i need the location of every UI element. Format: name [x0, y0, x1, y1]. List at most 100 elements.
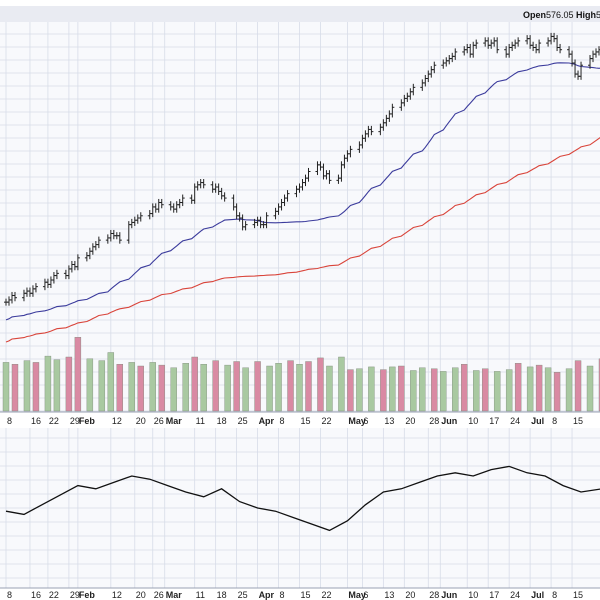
volume-bar [419, 367, 426, 412]
ohlc-bar [579, 61, 584, 80]
volume-bar [380, 369, 387, 412]
volume-bar [254, 361, 261, 412]
volume-bar [107, 352, 115, 412]
x-tick-label: 22 [321, 590, 331, 600]
price-panel [0, 22, 600, 412]
volume-bar [32, 362, 40, 412]
ohlc-bars [4, 32, 600, 306]
volume-bar [440, 371, 447, 412]
ohlc-bar [327, 170, 332, 184]
x-tick-label: 8 [7, 590, 12, 600]
x-tick-label: Feb [79, 416, 96, 426]
x-tick-label: 8 [7, 416, 12, 426]
volume-bar [338, 356, 345, 412]
volume-bar [535, 364, 543, 412]
ohlc-bar [117, 232, 122, 244]
ohlc-bar [75, 254, 80, 271]
volume-bar [98, 360, 106, 412]
volume-bar [242, 367, 249, 412]
volume-bar [493, 371, 501, 412]
x-tick-label: 24 [510, 590, 520, 600]
x-tick-label: 15 [573, 416, 583, 426]
ohlc-bar [474, 39, 479, 49]
volume-bar [128, 362, 135, 412]
ohlc-bar [222, 192, 227, 202]
moving-average-fast [5, 62, 600, 321]
volume-bar [182, 363, 189, 412]
volume-bar [137, 365, 144, 412]
x-tick-label: Jun [441, 416, 457, 426]
x-tick-label: 28 [429, 590, 439, 600]
ohlc-bar [411, 83, 416, 96]
ohlc-bar [306, 167, 311, 182]
volume-bar [266, 365, 273, 412]
x-tick-label: 29 [70, 590, 80, 600]
volume-bar [481, 368, 489, 412]
ohlc-bar [390, 103, 395, 118]
volume-bar [526, 366, 534, 412]
volume-bar [586, 365, 594, 412]
volume-bar [224, 364, 231, 412]
ohlc-bar [495, 37, 500, 54]
x-tick-label: 26 [154, 416, 164, 426]
ohlc-bar [453, 48, 458, 60]
x-tick-label: 20 [136, 590, 146, 600]
x-tick-label: 28 [429, 416, 439, 426]
x-tick-label: 17 [489, 590, 499, 600]
volume-bar [296, 364, 303, 412]
x-tick-label: Feb [79, 590, 96, 600]
ohlc-bar [12, 291, 17, 302]
x-tick-label: 12 [112, 416, 122, 426]
indicator-grid-lines [0, 428, 600, 588]
x-tick-label: 8 [552, 416, 557, 426]
x-tick-label: 6 [363, 590, 368, 600]
ohlc-bar [159, 198, 164, 209]
indicator-line [5, 465, 600, 532]
ohlc-bar [96, 236, 101, 249]
x-tick-label: 29 [70, 416, 80, 426]
volume-bar [317, 357, 324, 412]
volume-bar [565, 368, 573, 412]
x-tick-label: 16 [31, 590, 41, 600]
ohlc-bar [33, 283, 38, 293]
volume-bar [368, 366, 375, 412]
ohlc-bar [180, 194, 185, 207]
volume-bar [44, 355, 52, 412]
x-tick-label: 26 [154, 590, 164, 600]
x-tick-label: 15 [301, 416, 311, 426]
x-tick-label: Jun [441, 590, 457, 600]
volume-bar [553, 372, 561, 412]
volume-bar [389, 366, 396, 412]
volume-bar [191, 356, 198, 412]
header-high-value: 5 [596, 10, 600, 20]
x-tick-label: 22 [49, 416, 59, 426]
x-tick-label: May [348, 590, 366, 600]
ohlc-bar [243, 221, 248, 231]
x-tick-label: 20 [405, 590, 415, 600]
x-tick-label: 17 [489, 416, 499, 426]
ohlc-bar [138, 212, 143, 222]
x-tick-label: 24 [510, 416, 520, 426]
x-tick-label: 18 [217, 590, 227, 600]
x-tick-label: 13 [384, 416, 394, 426]
x-tick-label: 8 [280, 590, 285, 600]
ohlc-bar [537, 39, 542, 54]
x-tick-label: May [348, 416, 366, 426]
volume-bar [23, 360, 31, 412]
volume-bar [473, 370, 480, 412]
x-tick-label: Apr [259, 590, 275, 600]
x-tick-label: Jul [531, 590, 544, 600]
volume-bar [212, 360, 219, 412]
volume-bar [461, 364, 468, 412]
x-tick-label: 8 [552, 590, 557, 600]
x-tick-label: 20 [405, 416, 415, 426]
ohlc-bar [201, 179, 206, 189]
ohlc-bar [369, 125, 374, 136]
x-tick-label: 15 [573, 590, 583, 600]
volume-bar [86, 358, 94, 412]
volume-bar [347, 369, 354, 412]
volume-bar [200, 364, 207, 412]
x-tick-label: 22 [321, 416, 331, 426]
